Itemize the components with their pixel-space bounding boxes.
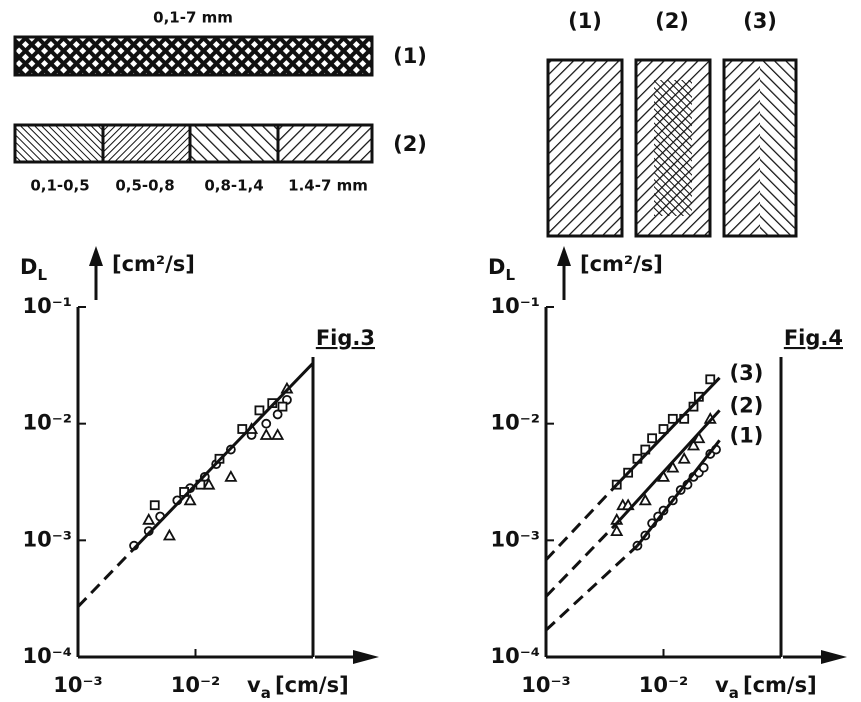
y-tick-label: 10⁻¹ — [22, 294, 72, 318]
point — [255, 406, 263, 414]
fit-line — [134, 363, 313, 548]
segment-label: 0,8-1,4 — [204, 177, 263, 195]
fit-line — [546, 546, 637, 630]
x-axis-symbol: va — [247, 673, 271, 702]
chart-title: Fig.4 — [784, 326, 843, 350]
y-axis-symbol: DL — [20, 255, 47, 284]
point — [144, 515, 154, 524]
segment-label: 0,1-0,5 — [30, 177, 89, 195]
bar2 — [15, 125, 372, 162]
bar1-label: (1) — [393, 44, 427, 68]
point — [261, 430, 271, 439]
x-axis-unit: [cm/s] — [275, 673, 349, 697]
fit-line — [78, 549, 134, 607]
point — [648, 434, 656, 442]
column-label: (3) — [743, 9, 777, 33]
column-label: (2) — [655, 9, 689, 33]
bar1 — [15, 37, 372, 75]
segment-label: 0,5-0,8 — [115, 177, 174, 195]
point — [151, 501, 159, 509]
y-tick-label: 10⁻³ — [490, 527, 540, 551]
axis-arrow — [89, 246, 103, 266]
axis-arrow — [353, 650, 379, 664]
line-label: (2) — [730, 393, 764, 417]
point — [164, 531, 174, 540]
chart-title: Fig.3 — [316, 326, 375, 350]
y-tick-label: 10⁻⁴ — [490, 644, 540, 668]
column — [724, 60, 796, 236]
y-axis-symbol: DL — [488, 255, 515, 284]
column — [636, 60, 710, 236]
point — [278, 403, 286, 411]
x-tick-label: 10⁻³ — [53, 673, 103, 697]
x-axis-unit: [cm/s] — [743, 673, 817, 697]
point — [274, 410, 282, 418]
x-axis-symbol: va — [715, 673, 739, 702]
fit-line — [546, 523, 617, 596]
axis-arrow — [557, 246, 571, 266]
x-tick-label: 10⁻² — [639, 673, 689, 697]
y-tick-label: 10⁻² — [22, 411, 72, 435]
point — [273, 430, 283, 439]
point — [262, 420, 270, 428]
y-tick-label: 10⁻² — [490, 411, 540, 435]
bar2-label: (2) — [393, 132, 427, 156]
column — [548, 60, 622, 236]
y-tick-label: 10⁻¹ — [490, 294, 540, 318]
point — [706, 375, 714, 383]
axis-arrow — [821, 650, 847, 664]
segment-label: 1.4-7 mm — [288, 177, 368, 195]
figure: 0,1-7 mm (1) (2) 0,1-0,5 0,5-0,8 0,8-1,4… — [0, 0, 861, 702]
y-tick-label: 10⁻³ — [22, 527, 72, 551]
x-tick-label: 10⁻² — [171, 673, 221, 697]
y-axis-unit: [cm²/s] — [112, 252, 195, 276]
fit-line — [546, 485, 617, 560]
line-label: (3) — [730, 361, 764, 385]
y-tick-label: 10⁻⁴ — [22, 644, 72, 668]
bar1-range: 0,1-7 mm — [153, 9, 233, 27]
point — [226, 472, 236, 481]
column-label: (1) — [568, 9, 602, 33]
line-label: (1) — [730, 423, 764, 447]
y-axis-unit: [cm²/s] — [580, 252, 663, 276]
x-tick-label: 10⁻³ — [521, 673, 571, 697]
